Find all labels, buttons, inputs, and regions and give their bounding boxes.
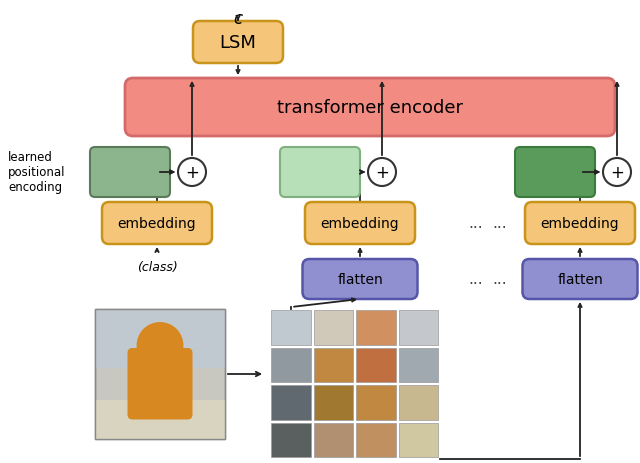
Text: learned
positional
encoding: learned positional encoding [8,151,65,194]
FancyBboxPatch shape [95,309,225,368]
FancyBboxPatch shape [193,22,283,64]
Circle shape [603,159,631,187]
FancyBboxPatch shape [95,400,225,439]
Text: +: + [185,163,199,181]
Text: embedding: embedding [541,217,620,231]
Text: transformer encoder: transformer encoder [277,99,463,117]
Text: c: c [234,10,243,28]
FancyBboxPatch shape [314,348,353,382]
FancyBboxPatch shape [303,259,417,300]
FancyBboxPatch shape [125,79,615,137]
Circle shape [136,322,184,369]
FancyBboxPatch shape [271,310,310,345]
Text: ...: ... [468,216,483,231]
FancyBboxPatch shape [90,148,170,198]
Text: ...: ... [493,216,508,231]
FancyBboxPatch shape [314,385,353,419]
Text: +: + [610,163,624,181]
FancyBboxPatch shape [399,385,438,419]
FancyBboxPatch shape [522,259,637,300]
FancyBboxPatch shape [280,148,360,198]
FancyBboxPatch shape [127,348,193,419]
FancyBboxPatch shape [399,310,438,345]
FancyBboxPatch shape [356,310,396,345]
FancyBboxPatch shape [314,423,353,457]
Text: embedding: embedding [118,217,196,231]
FancyBboxPatch shape [271,348,310,382]
FancyBboxPatch shape [271,385,310,419]
Text: ...: ... [468,272,483,287]
FancyBboxPatch shape [356,348,396,382]
Text: flatten: flatten [557,272,603,287]
FancyBboxPatch shape [271,423,310,457]
Text: embedding: embedding [321,217,399,231]
Text: flatten: flatten [337,272,383,287]
FancyBboxPatch shape [399,423,438,457]
FancyBboxPatch shape [356,423,396,457]
FancyBboxPatch shape [305,202,415,244]
FancyBboxPatch shape [356,385,396,419]
Text: ...: ... [493,272,508,287]
FancyBboxPatch shape [515,148,595,198]
Circle shape [368,159,396,187]
Text: (class): (class) [136,261,177,274]
Circle shape [178,159,206,187]
FancyBboxPatch shape [314,310,353,345]
FancyBboxPatch shape [95,309,225,439]
Text: +: + [375,163,389,181]
FancyBboxPatch shape [399,348,438,382]
FancyBboxPatch shape [102,202,212,244]
FancyBboxPatch shape [525,202,635,244]
Text: LSM: LSM [220,34,257,52]
